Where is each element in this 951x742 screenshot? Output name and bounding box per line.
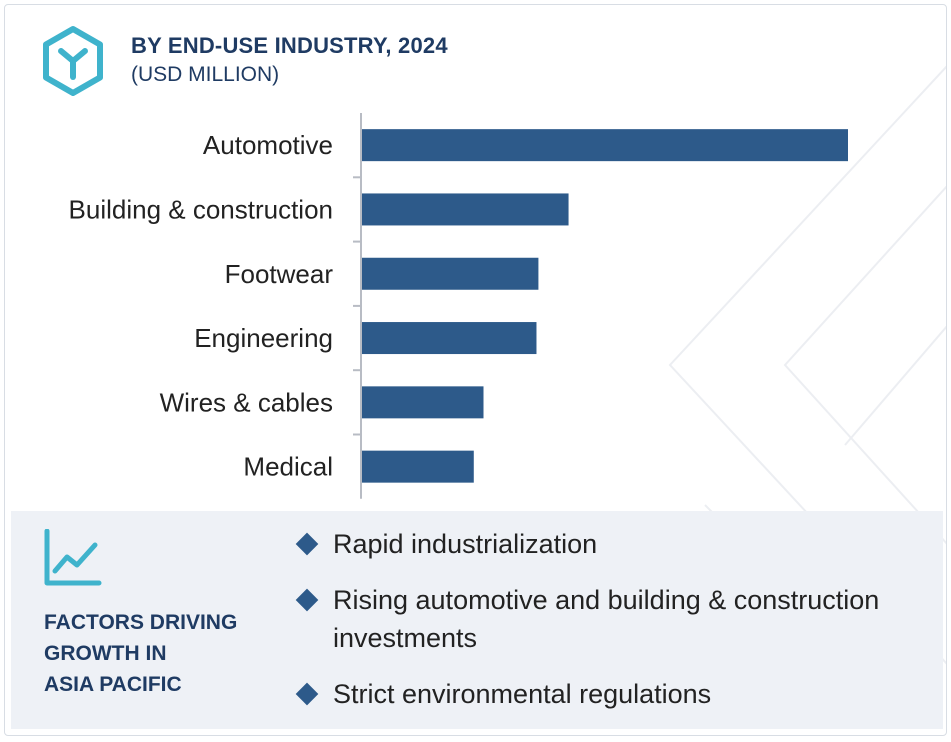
factor-text: Rapid industrialization [333, 529, 598, 559]
factor-text: Rising automotive and building & constru… [333, 585, 880, 653]
category-label: Medical [243, 452, 333, 482]
category-label: Engineering [194, 323, 333, 353]
bar [362, 386, 484, 419]
list-item: Strict environmental regulations [293, 675, 933, 713]
hexagon-y-icon [43, 26, 103, 96]
list-item: Rising automotive and building & constru… [293, 581, 933, 657]
bar [362, 257, 539, 290]
factors-list: Rapid industrialization Rising automotiv… [293, 525, 933, 713]
factors-title: FACTORS DRIVING GROWTH IN ASIA PACIFIC [44, 607, 264, 700]
bar [362, 322, 537, 355]
category-label: Footwear [225, 259, 334, 289]
diamond-bullet-icon [295, 682, 319, 706]
diamond-bullet-icon [295, 532, 319, 556]
bar [362, 193, 569, 226]
category-label: Automotive [203, 130, 333, 160]
factors-title-line: ASIA PACIFIC [44, 673, 182, 696]
category-label: Wires & cables [160, 387, 333, 417]
infographic-card: BY END-USE INDUSTRY, 2024 (USD MILLION) … [4, 4, 947, 736]
factors-title-line: GROWTH IN [44, 642, 167, 665]
factor-text: Strict environmental regulations [333, 679, 712, 709]
line-chart-icon [44, 529, 102, 586]
chart-subtitle: (USD MILLION) [131, 63, 280, 86]
bar [362, 450, 474, 483]
category-label: Building & construction [69, 194, 333, 224]
factors-panel: FACTORS DRIVING GROWTH IN ASIA PACIFIC R… [11, 511, 943, 729]
factors-title-line: FACTORS DRIVING [44, 611, 238, 634]
list-item: Rapid industrialization [293, 525, 933, 563]
bar [362, 129, 848, 162]
bar-chart: Automotive Building & construction Footwea… [69, 113, 848, 499]
diamond-bullet-icon [295, 588, 319, 612]
chart-title: BY END-USE INDUSTRY, 2024 [131, 33, 448, 58]
